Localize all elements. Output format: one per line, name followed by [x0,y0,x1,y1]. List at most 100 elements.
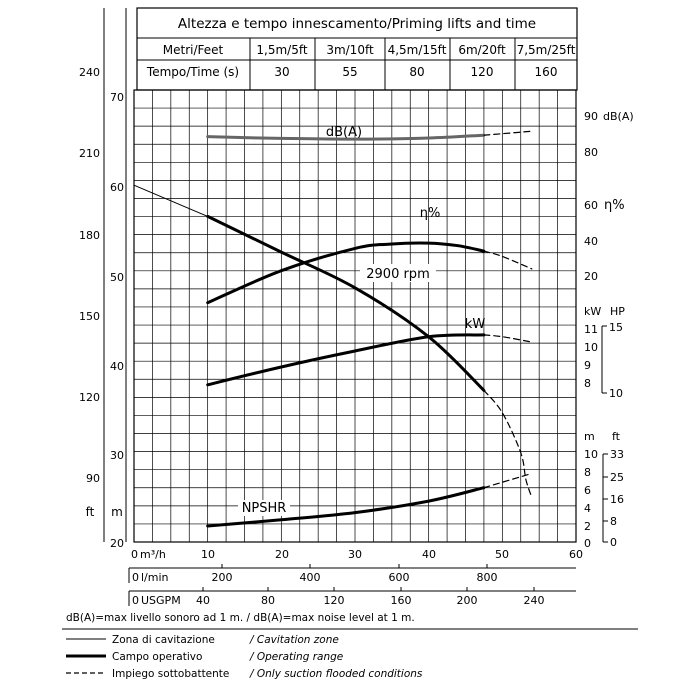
x-tick-label: 60 [569,548,583,561]
kw-tick-label: 11 [584,323,598,336]
x-tick-label: 10 [201,548,215,561]
eff-tick-label: 20 [584,270,598,283]
npsh-m-tick-label: 2 [584,520,591,533]
legend-label-en: / Operating range [249,651,343,663]
noise-note: dB(A)=max livello sonoro ad 1 m. / dB(A)… [66,612,415,624]
lmin-unit: l/min [141,571,169,584]
kw-tick-label: 10 [584,341,598,354]
usgpm-zero: 0 [132,594,139,607]
usgpm-tick-label: 80 [261,594,275,607]
flow-axis-m3h: 0 m³/h 10 20 30 40 50 60 [131,548,583,561]
head-ft-unit: ft [86,505,95,519]
x-tick-label: 0 [131,548,138,561]
npsh-m-tick-label: 0 [584,537,591,550]
npsh-ft-tick-label: 8 [610,515,617,528]
npsh-ft-tick-label: 33 [610,448,624,461]
flow-axis-lmin: 0 l/min 200 400 600 800 [128,564,576,584]
table-cell-lift: 4,5m/15ft [388,43,447,57]
npsh-ft-tick-label: 0 [610,536,617,549]
usgpm-tick-label: 200 [457,594,478,607]
legend-label-it: Impiego sottobattente [112,668,229,680]
npshr-label-bg [238,500,290,516]
head-m-tick-label: 20 [110,537,124,550]
head-m-tick-label: 40 [110,360,124,373]
table-cell-time: 160 [535,65,558,79]
head-ft-tick-label: 90 [86,472,100,485]
head-ft-tick-label: 120 [79,391,100,404]
db-tick-label: 90 [584,110,598,123]
usgpm-unit: USGPM [141,594,181,607]
table-row-header-time: Tempo/Time (s) [146,65,239,79]
table-cell-time: 80 [409,65,424,79]
table-cell-lift: 1,5m/5ft [256,43,307,57]
npsh-ft-tick-label: 16 [610,493,624,506]
table-cell-lift: 6m/20ft [458,43,506,57]
lmin-tick-label: 600 [389,571,410,584]
kw-tick-label: 9 [584,359,591,372]
legend-label-it: Zona di cavitazione [112,634,215,646]
efficiency-curve-solid [206,241,486,305]
head-ft-tick-label: 240 [79,66,100,79]
right-axes: 90 dB(A) 80 60 η% 40 20 kW HP 11 10 9 8 … [584,110,634,550]
series-label-eff: η% [420,206,441,221]
head-curve-thin [133,184,209,217]
head-m-tick-label: 70 [110,91,124,104]
hp-unit: HP [610,305,625,318]
head-m-tick-label: 50 [110,271,124,284]
head-ft-tick-label: 210 [79,147,100,160]
legend-label-en: / Only suction flooded conditions [249,668,423,680]
power-curve-dashed [483,334,533,343]
efficiency-curve-dashed [483,250,533,270]
x-tick-label: 30 [348,548,362,561]
legend: Zona di cavitazione / Cavitation zone Ca… [66,634,423,680]
table-cell-time: 120 [471,65,494,79]
kw-unit: kW [584,305,601,318]
usgpm-tick-label: 160 [391,594,412,607]
head-m-unit: m [111,505,123,519]
table-cell-lift: 3m/10ft [326,43,374,57]
lmin-zero: 0 [132,571,139,584]
lmin-tick-label: 400 [300,571,321,584]
lmin-tick-label: 200 [212,571,233,584]
lmin-tick-label: 800 [477,571,498,584]
npshr-curve-dashed [483,472,533,489]
npsh-m-unit: m [584,430,595,443]
hp-tick-label: 10 [609,387,623,400]
npsh-ft-unit: ft [612,430,621,443]
series-label-kw: kW [465,317,486,332]
npsh-m-tick-label: 6 [584,484,591,497]
db-curve-dashed [483,130,533,136]
table-cell-time: 30 [274,65,289,79]
head-ft-tick-label: 180 [79,229,100,242]
npsh-m-tick-label: 8 [584,466,591,479]
plot-grid [134,90,576,542]
x-tick-label: 20 [275,548,289,561]
chart-title: Altezza e tempo innescamento/Priming lif… [178,16,536,32]
eff-unit: η% [604,198,625,213]
head-ft-tick-label: 150 [79,310,100,323]
table-row-header-lift: Metri/Feet [163,43,224,57]
series-label-db: dB(A) [326,125,362,140]
legend-label-it: Campo operativo [112,651,202,663]
eff-tick-label: 40 [584,235,598,248]
flow-axis-usgpm: 0 USGPM 40 80 120 160 200 240 [128,587,576,607]
table-cell-time: 55 [342,65,357,79]
db-curve-solid [206,133,486,141]
plot-frame [133,89,577,543]
x-axis-unit: m³/h [140,548,166,561]
speed-label-bg [360,264,436,282]
usgpm-tick-label: 40 [196,594,210,607]
priming-table: Altezza e tempo innescamento/Priming lif… [136,7,578,91]
hp-tick-label: 15 [609,321,623,334]
eff-tick-label: 60 [584,199,598,212]
usgpm-tick-label: 120 [324,594,345,607]
legend-label-en: / Cavitation zone [249,634,339,646]
head-m-tick-label: 60 [110,181,124,194]
kw-tick-label: 8 [584,377,591,390]
head-axis-ft: 240 210 180 150 120 90 ft [79,8,105,542]
power-curve-solid [206,333,486,387]
head-curve-dashed [483,389,533,498]
chart-curves [133,130,533,528]
speed-label: 2900 rpm [366,267,429,282]
